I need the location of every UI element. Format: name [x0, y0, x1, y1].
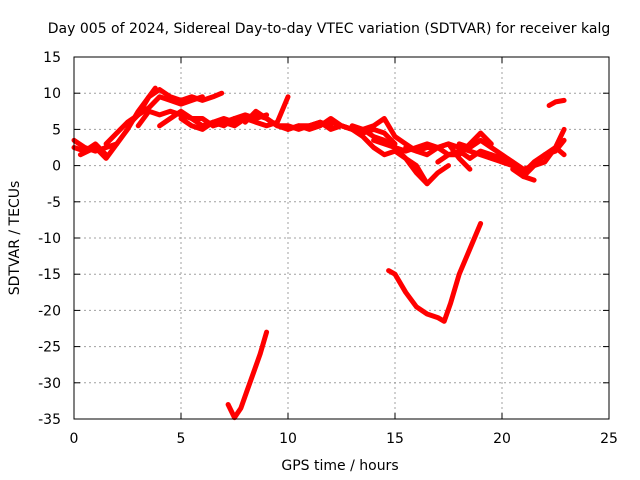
series-trace-20	[510, 145, 567, 179]
series-trace-7	[157, 94, 291, 129]
x-tick-label: 15	[386, 431, 404, 447]
x-tick-label: 0	[70, 431, 79, 447]
y-tick-label: 15	[43, 50, 61, 66]
y-tick-label: -35	[38, 412, 61, 428]
series-trace-13	[349, 123, 451, 187]
chart-title: Day 005 of 2024, Sidereal Day-to-day VTE…	[48, 21, 610, 37]
series-trace-21	[546, 97, 567, 108]
series-trace-22	[225, 329, 270, 421]
y-tick-label: 0	[52, 159, 61, 175]
x-tick-label: 5	[177, 431, 186, 447]
series-group	[71, 85, 567, 421]
plot-frame	[73, 56, 610, 420]
series-trace-5	[125, 87, 225, 129]
x-tick-label: 20	[493, 431, 511, 447]
series-trace-3	[77, 85, 158, 161]
y-tick-label: -25	[38, 340, 61, 356]
y-tick-label: 10	[43, 86, 61, 102]
y-tick-label: -15	[38, 267, 61, 283]
y-tick-label: 5	[52, 122, 61, 138]
y-axis-label: SDTVAR / TECUs	[7, 181, 23, 296]
series-trace-23	[386, 221, 484, 324]
y-tick-label: -20	[38, 303, 61, 319]
series-trace-4	[103, 94, 205, 147]
series-trace-1	[71, 137, 120, 154]
axis-ticks: 0 5 10 15 20 25 15 10 5 0 -5 -10 -15 -20 -25 -30 -35	[38, 50, 618, 447]
x-axis-label: GPS time / hours	[281, 458, 398, 474]
x-tick-label: 10	[279, 431, 297, 447]
y-tick-label: -5	[47, 195, 61, 211]
y-tick-label: -10	[38, 231, 61, 247]
x-tick-label: 25	[600, 431, 618, 447]
y-tick-label: -30	[38, 376, 61, 392]
